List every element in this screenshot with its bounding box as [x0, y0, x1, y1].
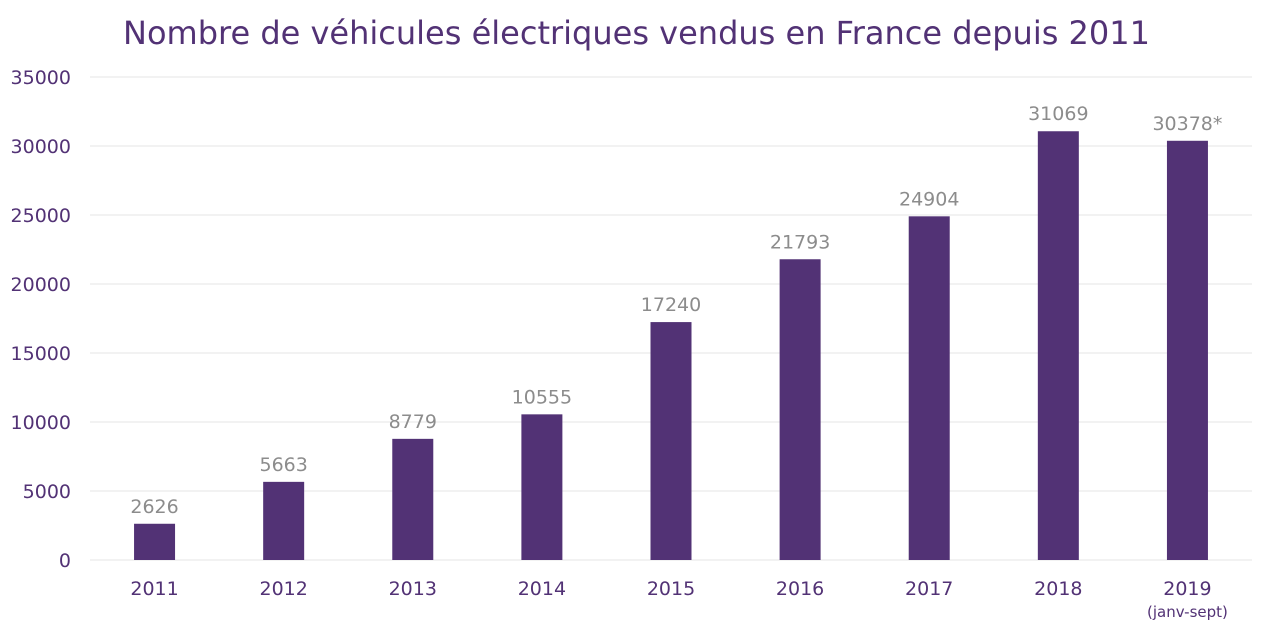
- data-label: 31069: [1028, 103, 1088, 125]
- bar-2018: [1037, 131, 1079, 560]
- bar-2013: [392, 438, 434, 560]
- chart-title: Nombre de véhicules électriques vendus e…: [123, 14, 1150, 52]
- x-tick-label: 2013: [389, 578, 437, 600]
- y-axis-ticks: 0 5000 10000 15000 20000 25000 30000 35000: [11, 67, 71, 572]
- x-tick-label: 2017: [905, 578, 953, 600]
- x-tick-label: 2012: [259, 578, 307, 600]
- y-tick-label: 10000: [11, 412, 71, 434]
- data-label: 2626: [130, 496, 178, 518]
- data-label: 5663: [259, 454, 307, 476]
- x-tick-label: 2018: [1034, 578, 1082, 600]
- y-tick-label: 35000: [11, 67, 71, 89]
- y-tick-label: 0: [59, 550, 71, 572]
- data-label: 30378*: [1152, 113, 1222, 135]
- x-tick-label: 2016: [776, 578, 824, 600]
- x-tick-note: (janv-sept): [1147, 603, 1228, 621]
- x-tick-label: 2011: [130, 578, 178, 600]
- x-tick-label: 2019: [1163, 578, 1211, 600]
- bar-2016: [779, 259, 821, 560]
- y-tick-label: 30000: [11, 136, 71, 158]
- data-label: 8779: [389, 411, 437, 433]
- bar-2015: [650, 322, 692, 560]
- data-label: 21793: [770, 231, 830, 253]
- x-tick-label: 2015: [647, 578, 695, 600]
- bar-2011: [134, 523, 176, 560]
- y-tick-label: 20000: [11, 274, 71, 296]
- y-tick-label: 25000: [11, 205, 71, 227]
- data-label: 17240: [641, 294, 701, 316]
- bars: [134, 131, 1208, 560]
- bar-2019: [1166, 140, 1208, 560]
- y-tick-label: 15000: [11, 343, 71, 365]
- data-label: 10555: [512, 386, 572, 408]
- bar-2017: [908, 216, 950, 560]
- data-labels: 2626 5663 8779 10555 17240 21793 24904 31069 303…: [130, 103, 1222, 518]
- x-tick-label: 2014: [518, 578, 566, 600]
- y-tick-label: 5000: [23, 481, 71, 503]
- bar-2014: [521, 414, 563, 560]
- bar-2012: [263, 481, 305, 560]
- x-axis-ticks: 2011 2012 2013 2014 2015 2016 2017 2018 2019 (jan…: [130, 578, 1228, 621]
- data-label: 24904: [899, 188, 959, 210]
